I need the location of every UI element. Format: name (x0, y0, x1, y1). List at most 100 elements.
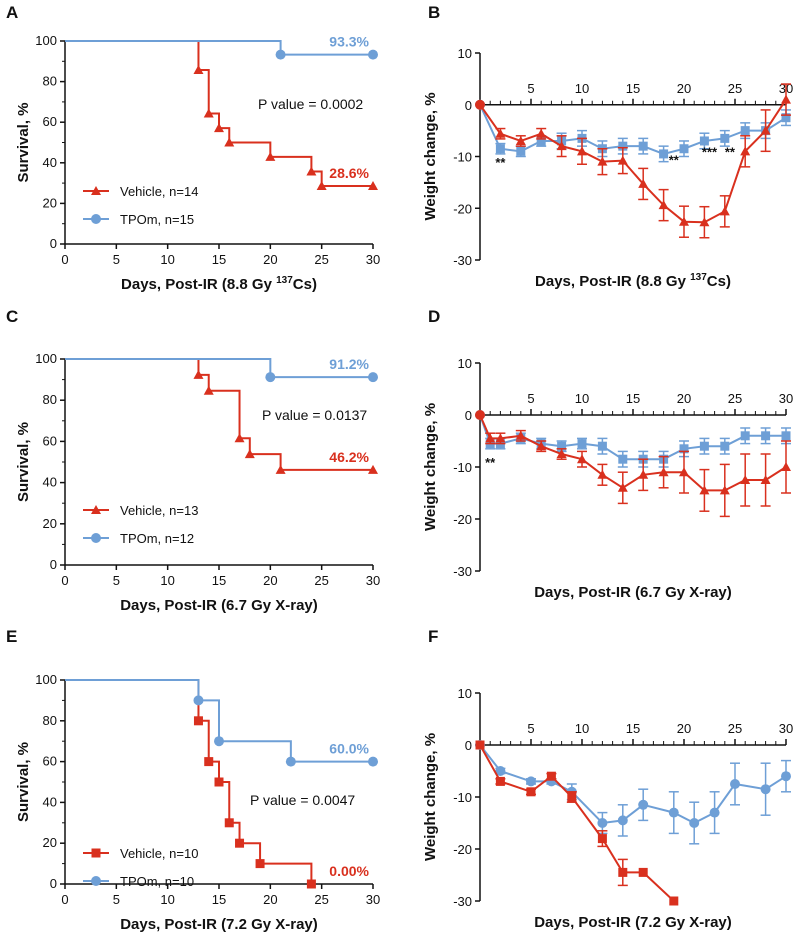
data-point (781, 113, 791, 123)
data-point (638, 469, 649, 479)
series-tpom: 60.0% TPOm, n=10 (65, 679, 378, 889)
panel-letter: A (6, 3, 18, 22)
series-line (479, 104, 787, 155)
series-line (479, 414, 786, 461)
x-tick-label: 15 (626, 391, 640, 406)
x-axis-label: Days, Post-IR (8.8 Gy 137Cs) (121, 275, 317, 293)
x-tick-label: 15 (212, 573, 226, 588)
y-tick-label: -20 (453, 842, 472, 857)
data-point (638, 178, 649, 188)
y-tick-label: 100 (35, 672, 57, 687)
data-point (203, 385, 214, 395)
data-point (597, 441, 607, 451)
y-tick-label: 40 (43, 475, 57, 490)
data-point (781, 462, 791, 471)
x-tick-label: 25 (728, 391, 742, 406)
x-axis-label: Days, Post-IR (7.2 Gy X-ray) (120, 916, 318, 933)
y-tick-label: 20 (43, 835, 57, 850)
data-point (577, 146, 587, 156)
series-line (479, 744, 675, 902)
legend-marker (91, 876, 101, 886)
data-point (234, 433, 245, 443)
x-axis-label-main: Days, Post-IR (7.2 Gy X-ray) (120, 916, 318, 933)
x-tick-label: 5 (527, 721, 534, 736)
data-point (781, 431, 791, 441)
survival-curve (65, 40, 373, 56)
x-tick-label: 25 (728, 81, 742, 96)
x-tick-label: 5 (527, 81, 534, 96)
series-tpom (475, 740, 791, 845)
x-tick-label: 30 (779, 391, 793, 406)
data-point (536, 441, 547, 451)
data-point (193, 716, 203, 726)
p-value: P value = 0.0002 (258, 96, 363, 112)
data-point (316, 180, 327, 190)
legend-marker (91, 533, 101, 543)
data-point (699, 217, 710, 227)
x-axis-label-main: Days, Post-IR (8.8 Gy (121, 276, 276, 293)
data-point (214, 123, 224, 133)
data-point (730, 779, 740, 789)
y-tick-label: -30 (453, 253, 472, 268)
data-point (658, 467, 669, 477)
end-label: 93.3% (329, 34, 369, 50)
x-axis-label-main: Days, Post-IR (6.7 Gy X-ray) (120, 597, 318, 614)
data-point (265, 372, 276, 383)
y-tick-label: -10 (453, 790, 472, 805)
data-point (638, 867, 648, 877)
series-vehicle: 46.2% Vehicle, n=13 (65, 358, 378, 518)
data-point (556, 141, 567, 151)
data-point (306, 879, 316, 889)
data-point (193, 65, 204, 75)
data-point (368, 464, 378, 474)
panel-letter: F (428, 627, 438, 646)
x-tick-label: 5 (113, 892, 120, 907)
data-point (546, 771, 556, 781)
x-axis-label-sup: 137 (690, 272, 707, 283)
legend-label: TPOm, n=10 (120, 874, 194, 889)
data-point (617, 482, 628, 492)
x-tick-label: 30 (366, 573, 380, 588)
y-tick-label: 0 (50, 876, 57, 891)
series-vehicle (475, 740, 679, 906)
y-tick-label: 60 (43, 754, 57, 769)
data-point (567, 792, 577, 802)
legend-marker (91, 186, 101, 195)
x-tick-label: 20 (263, 892, 277, 907)
chart-panel-c: C 0 20 40 60 80 100 0 5 10 15 20 25 30 Days, Post-IR (… (6, 307, 380, 614)
y-tick-label: 0 (465, 98, 472, 113)
x-tick-label: 30 (366, 892, 380, 907)
data-point (495, 128, 506, 138)
data-point (224, 137, 235, 147)
data-point (557, 441, 567, 451)
x-tick-label: 10 (575, 391, 589, 406)
series-line (479, 99, 787, 224)
data-point (740, 431, 750, 441)
y-tick-label: 40 (43, 794, 57, 809)
chart-panel-f: F 10 0 -10 -20 -30 5 10 15 20 25 30 Days, Post-IR (7… (422, 627, 793, 931)
x-tick-label: 10 (160, 252, 174, 267)
series-vehicle: 0.00% Vehicle, n=10 (65, 679, 370, 889)
data-point (255, 859, 265, 869)
data-point (577, 454, 587, 464)
data-point (781, 771, 791, 782)
x-tick-label: 10 (575, 81, 589, 96)
data-point (638, 799, 649, 810)
significance-marker: *** (702, 145, 718, 160)
x-tick-label: 5 (527, 391, 534, 406)
data-point (265, 151, 276, 161)
x-tick-label: 5 (113, 252, 120, 267)
data-point (193, 369, 204, 379)
x-tick-label: 20 (677, 391, 691, 406)
series-vehicle (475, 410, 791, 518)
p-value: P value = 0.0137 (262, 407, 367, 423)
x-tick-label: 25 (314, 573, 328, 588)
data-point (617, 155, 628, 165)
data-point (495, 144, 505, 154)
y-tick-label: 100 (35, 33, 57, 48)
data-point (618, 867, 628, 877)
data-point (515, 430, 526, 440)
x-axis-label-main: Days, Post-IR (8.8 Gy (535, 273, 690, 290)
data-point (214, 736, 224, 747)
